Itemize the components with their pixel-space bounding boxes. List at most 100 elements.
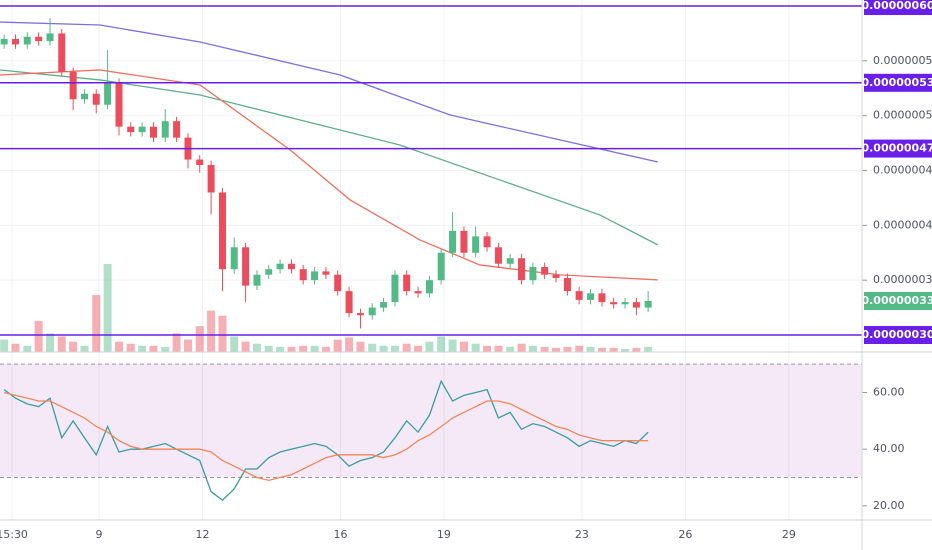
- candle-body: [311, 271, 319, 281]
- volume-bar: [483, 345, 492, 352]
- candle-body: [0, 38, 8, 45]
- volume-bar: [218, 315, 227, 352]
- volume-bar: [172, 333, 181, 352]
- volume-bar: [34, 320, 43, 352]
- candle-body: [104, 82, 112, 105]
- candle-body: [380, 302, 388, 308]
- y-tick-label: 0.00000045: [873, 164, 932, 177]
- volume-bar: [69, 341, 78, 352]
- x-tick-label: 9: [95, 528, 102, 541]
- last-price-box: [864, 292, 932, 311]
- candle-body: [644, 301, 652, 308]
- candle-body: [69, 71, 77, 100]
- volume-bar: [241, 341, 250, 352]
- x-tick-label: 29: [782, 528, 796, 541]
- candle-body: [541, 267, 549, 275]
- volume-bar: [333, 339, 342, 352]
- candle-body: [494, 247, 502, 264]
- candle-body: [23, 36, 31, 45]
- level-box: [864, 326, 932, 345]
- volume-bar: [597, 347, 606, 352]
- volume-bar: [425, 341, 434, 352]
- candle-body: [483, 236, 491, 248]
- candle-body: [299, 269, 307, 281]
- volume-bar: [103, 264, 112, 352]
- volume-bar: [149, 345, 158, 352]
- level-label: 0.00000060: [861, 0, 932, 12]
- candle-body: [345, 291, 353, 314]
- candle-body: [81, 93, 89, 100]
- candle-body: [356, 313, 364, 316]
- volume-bar: [368, 343, 377, 352]
- volume-bar: [126, 343, 135, 352]
- candle-body: [414, 291, 422, 294]
- volume-bar: [252, 343, 261, 352]
- volume-bar: [540, 346, 549, 352]
- candle-body: [334, 274, 342, 292]
- volume-bar: [80, 345, 89, 352]
- volume-bar: [230, 336, 239, 352]
- y-tick-label: 60.00: [873, 386, 905, 399]
- level-label: 0.00000047: [861, 142, 932, 155]
- candle-body: [529, 267, 537, 281]
- volume-bar: [207, 310, 216, 352]
- x-tick-label: 15:30: [0, 528, 28, 541]
- candle-body: [196, 159, 204, 166]
- candle-body: [127, 126, 135, 133]
- volume-bar: [115, 341, 124, 352]
- volume-bar: [609, 347, 618, 352]
- candle-body: [610, 302, 618, 305]
- volume-bar: [264, 345, 273, 352]
- volume-bar: [552, 347, 561, 352]
- volume-bar: [621, 348, 630, 352]
- candle-body: [391, 274, 399, 303]
- volume-bar: [11, 343, 20, 352]
- volume-bar: [414, 345, 423, 352]
- candle-body: [587, 293, 595, 300]
- candle-body: [632, 302, 640, 308]
- volume-bar: [57, 336, 66, 352]
- candle-body: [575, 291, 583, 300]
- candle-body: [552, 274, 560, 278]
- y-tick-label: 0.00000055: [873, 54, 932, 67]
- volume-bar: [575, 345, 584, 352]
- volume-bar: [345, 337, 354, 352]
- candle-body: [322, 271, 330, 275]
- volume-bar: [528, 345, 537, 352]
- volume-bar: [92, 295, 101, 352]
- x-tick-label: 12: [195, 528, 209, 541]
- candle-body: [173, 121, 181, 138]
- level-box: [864, 0, 932, 16]
- volume-bar: [161, 346, 170, 352]
- candle-body: [265, 269, 273, 275]
- rsi-line: [3, 391, 649, 482]
- last-price-label: 0.00000033: [861, 294, 932, 307]
- volume-bar: [379, 345, 388, 352]
- volume-bar: [563, 346, 572, 352]
- volume-bar: [183, 339, 192, 352]
- candle-body: [460, 230, 468, 253]
- candle-body: [287, 263, 295, 270]
- candle-body: [92, 93, 100, 105]
- volume-bar: [0, 339, 9, 352]
- candle-body: [449, 230, 457, 253]
- candle-body: [621, 302, 629, 305]
- volume-bar: [310, 345, 319, 352]
- x-tick-label: 16: [333, 528, 347, 541]
- volume-bar: [494, 345, 503, 352]
- candle-body: [506, 258, 514, 264]
- candle-body: [276, 263, 284, 270]
- volume-bar: [299, 345, 308, 352]
- candle-body: [46, 33, 54, 42]
- level-box: [864, 73, 932, 92]
- candle-body: [425, 280, 433, 294]
- level-label: 0.00000030: [861, 328, 932, 341]
- candle-body: [518, 258, 526, 281]
- candle-body: [138, 126, 146, 133]
- y-tick-label: 20.00: [873, 499, 905, 512]
- volume-bar: [471, 343, 480, 352]
- level-label: 0.00000053: [861, 76, 932, 89]
- candle-body: [253, 274, 261, 286]
